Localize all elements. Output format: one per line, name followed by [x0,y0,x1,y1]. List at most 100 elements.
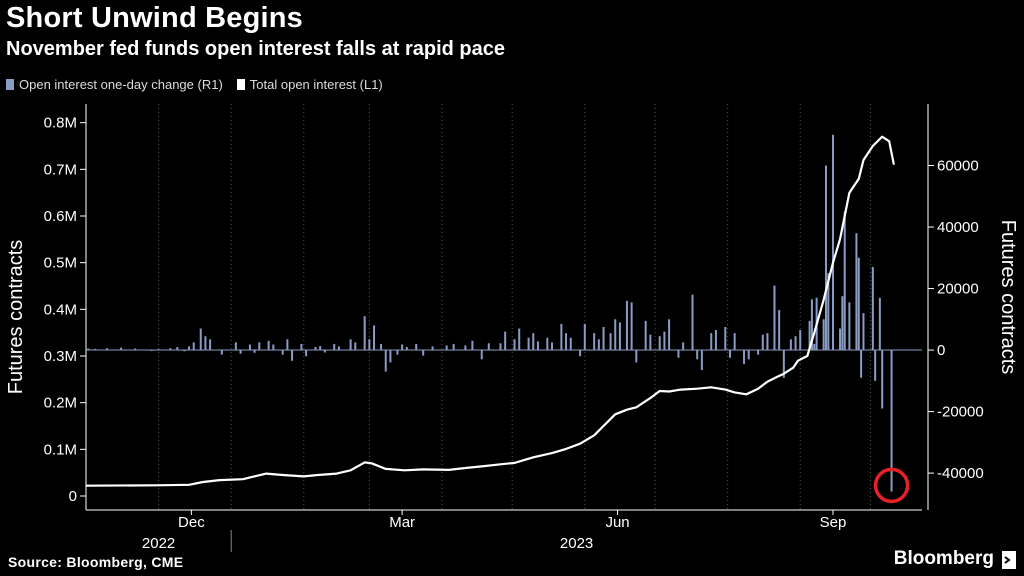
bar [401,344,404,351]
bar [808,320,811,351]
bar [696,350,699,360]
bar [286,339,289,351]
bar [546,337,549,351]
bar [527,337,530,351]
bar [199,328,202,351]
bar [363,316,366,351]
bar [733,333,736,351]
bar [480,350,483,360]
bar [881,350,884,409]
bar [583,323,586,351]
bar [94,348,97,351]
bar [799,330,802,351]
bar [323,350,326,353]
bar [300,343,303,351]
axes: 0 0.1M 0.2M 0.3M 0.4M 0.5M 0.6M 0.7M 0.8M -40000 -… [44,104,984,552]
bar [258,342,261,351]
bar [614,319,617,351]
source-note: Source: Bloomberg, CME [8,554,184,570]
bar [649,334,652,351]
bloomberg-terminal-icon [1002,551,1016,569]
left-tick-label: 0.4M [44,301,77,318]
bar [396,350,399,355]
bar [813,343,816,351]
bar [848,302,851,351]
bar [267,340,270,351]
bar [176,346,179,351]
bar [618,322,621,351]
bar [349,339,352,351]
bar [832,134,835,351]
bar [827,273,830,351]
bar [691,294,694,351]
bar [272,344,275,351]
bar [658,336,661,351]
bar [204,336,207,351]
right-tick-label: 60000 [937,158,979,175]
bar [773,285,776,351]
bar [794,336,797,351]
bloomberg-logo: Bloomberg [893,548,994,569]
bar [757,350,760,355]
bar [305,350,308,357]
bar [860,350,863,378]
left-tick-label: 0.3M [44,348,77,365]
grid-lines [158,104,871,510]
legend-label-line: Total open interest (L1) [249,77,383,92]
bar [188,346,191,351]
bar [504,331,507,351]
bar [291,350,294,361]
bar [532,333,535,351]
x-tick-label: Jun [605,514,629,531]
bar [234,342,237,351]
chart-subtitle: November fed funds open interest falls a… [6,38,506,60]
x-tick-label: Dec [178,514,205,531]
bar [668,319,671,351]
legend-label-bars: Open interest one-day change (R1) [19,77,223,92]
bar [843,211,846,351]
bar [635,350,638,363]
bar [630,302,633,351]
bar [281,350,284,355]
bar [384,350,387,372]
bar [855,233,858,351]
bar [862,313,865,351]
bar [822,319,825,351]
right-tick-label: -40000 [937,465,984,482]
bar [380,343,383,351]
bar [368,339,371,351]
bar [253,350,256,353]
bar [464,345,467,351]
bar [810,299,813,351]
bar [319,346,322,351]
bar [120,347,123,351]
legend-item-bars: Open interest one-day change (R1) [6,77,223,92]
year-label: 2023 [560,535,593,552]
chart-title: Short Unwind Begins [6,2,304,34]
bar [471,340,474,351]
bar [593,333,596,351]
legend: Open interest one-day change (R1) Total … [6,77,383,92]
bar [714,330,717,351]
bar [602,326,605,351]
bar [389,350,392,363]
legend-swatch-line [236,79,245,90]
bar [337,346,340,351]
bar [415,343,418,351]
bar [839,328,842,351]
bar [724,326,727,351]
bar [609,333,612,351]
right-axis-title: Futures contracts [997,220,1019,375]
bar [499,343,502,351]
bar [824,165,827,351]
bar [106,348,109,351]
left-tick-label: 0.6M [44,208,77,225]
bar [728,350,731,358]
bar [789,339,792,351]
bar [87,348,90,351]
right-tick-label: 40000 [937,219,979,236]
right-tick-label: -20000 [937,404,984,421]
year-label: 2022 [142,535,175,552]
bar [871,267,874,351]
bar [597,339,600,351]
